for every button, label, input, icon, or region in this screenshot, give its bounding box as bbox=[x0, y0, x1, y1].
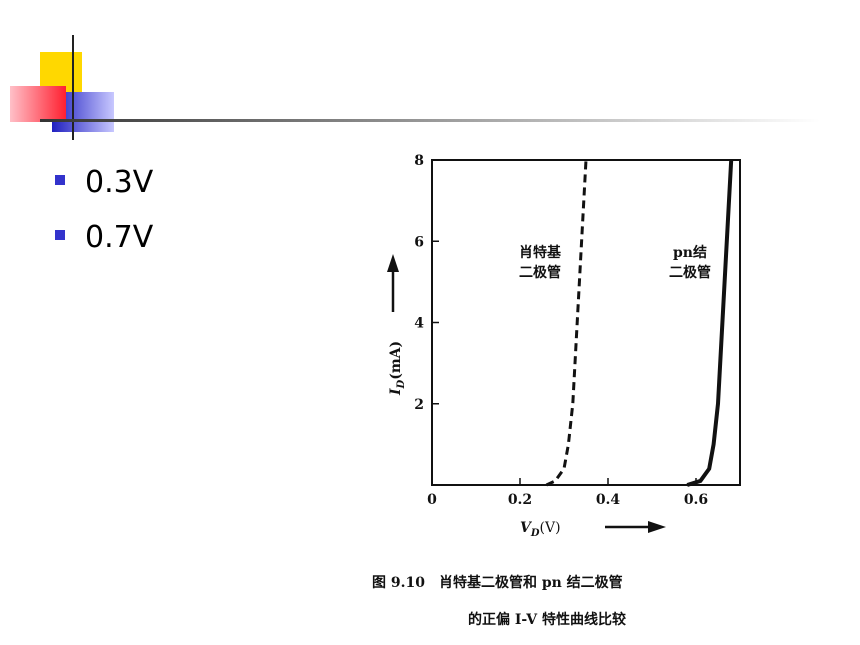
y-label-sub: D bbox=[396, 379, 407, 389]
x-label-sub: D bbox=[530, 528, 540, 539]
deco-hline bbox=[40, 119, 820, 122]
x-tick-label: 0.2 bbox=[508, 492, 532, 508]
caption: 的正偏 I-V 特性曲线比较 bbox=[468, 611, 626, 628]
origin-label: 0 bbox=[427, 492, 437, 508]
bullet: 0.7V bbox=[85, 220, 154, 255]
y-tick-label: 2 bbox=[414, 397, 424, 413]
y-tick-label: 6 bbox=[414, 234, 424, 250]
deco-yellow bbox=[40, 52, 82, 92]
caption: 图 9.10 肖特基二极管和 pn 结二极管 bbox=[372, 574, 623, 591]
deco-red bbox=[10, 86, 66, 122]
bullet-icon bbox=[55, 230, 65, 240]
bullet: 0.3V bbox=[85, 165, 154, 200]
x-label-main: V bbox=[520, 520, 533, 536]
curve-label: pn结 bbox=[673, 244, 707, 261]
plot-frame bbox=[431, 159, 741, 486]
y-axis-label: ID(mA) bbox=[388, 341, 407, 396]
curve-label: 肖特基 bbox=[519, 244, 562, 261]
y-arrow-head bbox=[387, 254, 399, 272]
x-tick-label: 0.4 bbox=[596, 492, 621, 508]
y-label-main: I bbox=[388, 388, 404, 396]
y-tick-label: 8 bbox=[414, 153, 424, 169]
x-arrow-head bbox=[648, 521, 666, 533]
curve bbox=[545, 159, 588, 487]
bullet-icon bbox=[55, 175, 65, 185]
y-label-unit: (mA) bbox=[388, 341, 404, 380]
curve bbox=[686, 159, 734, 487]
curve-label: 二极管 bbox=[669, 264, 711, 281]
curve-label: 二极管 bbox=[519, 264, 561, 281]
y-tick-label: 4 bbox=[414, 316, 424, 332]
x-axis-label: VD(V) bbox=[520, 520, 561, 539]
x-tick-label: 0.6 bbox=[684, 492, 708, 508]
x-label-unit: (V) bbox=[540, 520, 561, 536]
